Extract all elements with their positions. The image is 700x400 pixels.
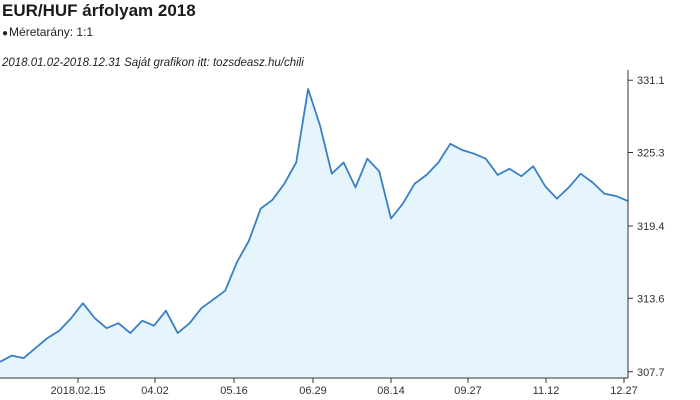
x-tick-label: 09.27 (454, 385, 482, 397)
x-tick-label: 11.12 (533, 385, 560, 397)
y-tick-label: 307.7 (637, 367, 665, 379)
y-axis: 307.7 313.6 319.4 325.3 331.1 (627, 70, 665, 379)
scale-text: Méretarány: 1:1 (9, 25, 94, 39)
y-tick-label: 325.3 (637, 147, 665, 159)
y-tick-label: 319.4 (637, 221, 665, 233)
area-fill (0, 89, 628, 378)
x-tick-label: 05.16 (220, 385, 248, 397)
y-tick-label: 313.6 (637, 293, 665, 305)
chart-title: EUR/HUF árfolyam 2018 (2, 1, 196, 20)
x-tick-label: 06.29 (299, 385, 327, 397)
x-tick-label: 12.27 (610, 385, 638, 397)
x-tick-label: 2018.02.15 (50, 385, 105, 397)
bullet-icon: ● (2, 28, 9, 39)
date-range-caption: 2018.01.02-2018.12.31 Saját grafikon itt… (2, 57, 304, 69)
x-tick-label: 08.14 (377, 385, 405, 397)
x-axis: 2018.02.15 04.02 05.16 06.29 08.14 09.27 11.12… (0, 377, 638, 397)
price-line (0, 88, 629, 363)
scale-label: ●Méretarány: 1:1 (2, 25, 93, 39)
y-tick-label: 331.1 (637, 75, 665, 87)
x-tick-label: 04.02 (141, 385, 169, 397)
